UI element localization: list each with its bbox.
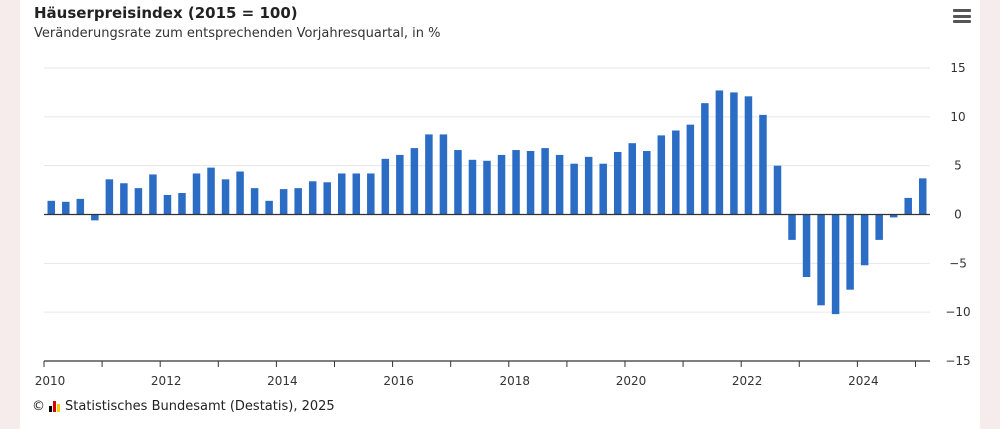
x-tick-label: 2022	[732, 374, 763, 388]
y-tick-label: −5	[949, 256, 967, 270]
y-tick-label: 15	[950, 61, 965, 75]
bar	[439, 134, 448, 215]
x-tick-label: 2024	[848, 374, 879, 388]
chart-title: Häuserpreisindex (2015 = 100)	[34, 4, 298, 22]
bar	[62, 201, 70, 215]
bar	[701, 103, 709, 215]
bar	[657, 135, 666, 215]
bar	[323, 182, 331, 215]
bar	[338, 173, 346, 215]
bar	[134, 188, 143, 215]
bar	[512, 150, 520, 215]
bar	[47, 200, 56, 215]
bar	[294, 188, 302, 215]
bar	[860, 214, 869, 266]
hamburger-menu-icon[interactable]	[953, 9, 971, 23]
bar	[105, 179, 114, 215]
bar	[410, 148, 419, 215]
bar	[788, 214, 796, 240]
x-tick-label: 2020	[616, 374, 647, 388]
bar	[773, 165, 782, 215]
x-tick-label: 2016	[383, 374, 414, 388]
credit-text: Statistisches Bundesamt (Destatis), 2025	[65, 399, 335, 414]
bar	[613, 151, 622, 215]
bar-chart: 15 10 5 0 −5 −10 −15 2010 2012 2014 2016 2018 2020 20…	[35, 61, 971, 388]
bar	[425, 134, 433, 215]
x-tick-label: 2014	[267, 374, 298, 388]
bar	[236, 171, 244, 215]
bar	[570, 163, 578, 215]
x-tick-label: 2012	[151, 374, 182, 388]
bar	[584, 156, 593, 215]
bar	[483, 160, 491, 215]
bar	[468, 159, 477, 215]
bar	[308, 181, 317, 215]
bar	[163, 194, 172, 215]
copyright-symbol: ©	[32, 399, 45, 414]
bar	[744, 96, 753, 215]
bar	[352, 173, 361, 215]
bar	[250, 188, 259, 215]
bar	[265, 200, 273, 215]
bar	[76, 198, 85, 215]
x-tick-label: 2018	[500, 374, 531, 388]
bar	[221, 179, 230, 215]
bar	[497, 154, 506, 215]
bar	[120, 183, 128, 215]
bar	[831, 214, 840, 315]
bar	[555, 154, 564, 215]
bar	[889, 214, 898, 218]
bar	[367, 173, 375, 215]
chart-subtitle: Veränderungsrate zum entsprechenden Vorj…	[34, 26, 441, 41]
bar	[628, 143, 636, 215]
y-tick-label: 5	[954, 159, 962, 173]
bar	[730, 92, 738, 215]
y-tick-label: 0	[954, 208, 962, 222]
bar	[192, 173, 201, 215]
y-tick-label: −10	[945, 305, 970, 319]
bar	[875, 214, 883, 240]
bar	[91, 214, 99, 221]
bar	[715, 90, 724, 215]
bar	[396, 154, 404, 215]
y-tick-label: −15	[945, 354, 970, 368]
bar	[279, 189, 288, 215]
bar	[541, 148, 549, 215]
bar	[643, 151, 651, 215]
bar	[381, 158, 390, 215]
x-tick-label: 2010	[35, 374, 66, 388]
bar	[526, 151, 535, 215]
bar	[599, 163, 607, 215]
chart-card: Häuserpreisindex (2015 = 100) Veränderun…	[20, 0, 980, 429]
bar	[918, 178, 927, 215]
bar	[759, 114, 767, 215]
bar	[904, 197, 912, 215]
source-credit: © Statistisches Bundesamt (Destatis), 20…	[32, 399, 335, 414]
bar	[672, 130, 680, 215]
bar	[454, 150, 462, 215]
bar	[686, 124, 695, 215]
bar	[149, 174, 157, 215]
bar	[817, 214, 825, 306]
bar	[178, 193, 186, 215]
bar	[846, 214, 854, 290]
bar	[802, 214, 811, 278]
y-tick-label: 10	[950, 110, 965, 124]
destatis-logo-icon	[49, 401, 60, 412]
bar	[207, 167, 215, 215]
